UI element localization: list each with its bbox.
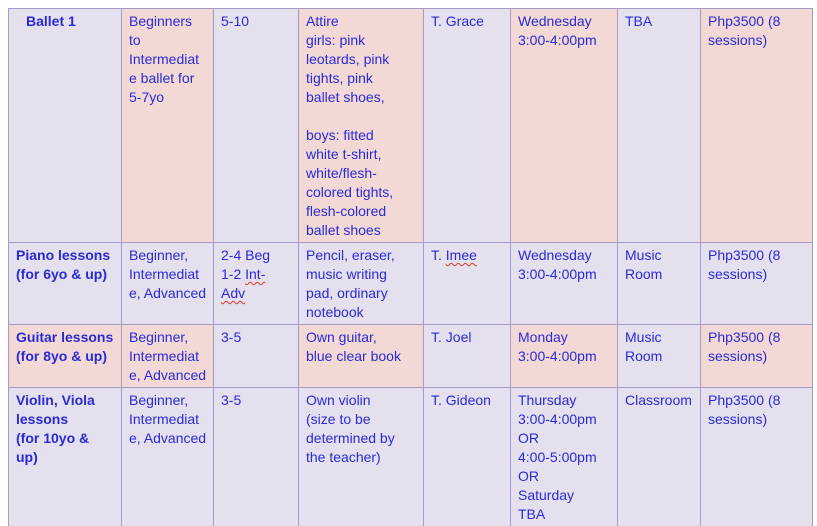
cell-guitar-schedule[interactable]: Monday 3:00-4:00pm (510, 324, 618, 388)
cell-piano-class[interactable]: Piano lessons (for 6yo & up) (8, 242, 122, 325)
cell-piano-size[interactable]: 2-4 Beg 1-2 Int- Adv (213, 242, 299, 325)
cell-violin-viola-size[interactable]: 3-5 (213, 387, 299, 526)
cell-violin-viola-venue[interactable]: Classroom (617, 387, 701, 526)
cell-piano-schedule[interactable]: Wednesday 3:00-4:00pm (510, 242, 618, 325)
table-row-guitar: Guitar lessons (for 8yo & up) Beginner, Int… (8, 324, 813, 388)
table-row-ballet: Ballet 1 Beginners to Intermediat e ballet f… (8, 8, 813, 243)
cell-violin-viola-schedule[interactable]: Thursday 3:00-4:00pm OR 4:00-5:00pm OR Saturd… (510, 387, 618, 526)
cell-ballet-level[interactable]: Beginners to Intermediat e ballet for 5-7yo (121, 8, 214, 243)
cell-ballet-materials[interactable]: Attire girls: pink leotards, pink tights, p… (298, 8, 424, 243)
cell-ballet-class[interactable]: Ballet 1 (8, 8, 122, 243)
cell-ballet-venue[interactable]: TBA (617, 8, 701, 243)
cell-guitar-teacher[interactable]: T. Joel (423, 324, 511, 388)
cell-guitar-size[interactable]: 3-5 (213, 324, 299, 388)
cell-guitar-level[interactable]: Beginner, Intermediat e, Advanced (121, 324, 214, 388)
cell-guitar-venue[interactable]: Music Room (617, 324, 701, 388)
cell-violin-viola-fee[interactable]: Php3500 (8 sessions) (700, 387, 813, 526)
table-row-piano: Piano lessons (for 6yo & up) Beginner, Inte… (8, 242, 813, 325)
cell-piano-fee[interactable]: Php3500 (8 sessions) (700, 242, 813, 325)
cell-ballet-size[interactable]: 5-10 (213, 8, 299, 243)
cell-violin-viola-teacher[interactable]: T. Gideon (423, 387, 511, 526)
cell-guitar-class[interactable]: Guitar lessons (for 8yo & up) (8, 324, 122, 388)
misspelled-word: Imee (445, 247, 477, 263)
cell-guitar-fee[interactable]: Php3500 (8 sessions) (700, 324, 813, 388)
cell-ballet-schedule[interactable]: Wednesday 3:00-4:00pm (510, 8, 618, 243)
cell-piano-teacher[interactable]: T. Imee (423, 242, 511, 325)
cell-guitar-materials[interactable]: Own guitar, blue clear book (298, 324, 424, 388)
table-row-violin-viola: Violin, Viola lessons (for 10yo & up) Beginn… (8, 387, 813, 526)
cell-piano-level[interactable]: Beginner, Intermediat e, Advanced (121, 242, 214, 325)
cell-violin-viola-level[interactable]: Beginner, Intermediat e, Advanced (121, 387, 214, 526)
misspelled-word: Int- (245, 266, 266, 282)
schedule-table-body: Ballet 1 Beginners to Intermediat e ballet f… (8, 8, 813, 526)
cell-violin-viola-materials[interactable]: Own violin (size to be determined by the te… (298, 387, 424, 526)
misspelled-word: Adv (221, 285, 246, 301)
cell-ballet-fee[interactable]: Php3500 (8 sessions) (700, 8, 813, 243)
lessons-schedule-table: Ballet 1 Beginners to Intermediat e ballet f… (8, 8, 813, 526)
cell-piano-materials[interactable]: Pencil, eraser, music writing pad, ordinar… (298, 242, 424, 325)
cell-piano-venue[interactable]: Music Room (617, 242, 701, 325)
cell-violin-viola-class[interactable]: Violin, Viola lessons (for 10yo & up) (8, 387, 122, 526)
cell-ballet-teacher[interactable]: T. Grace (423, 8, 511, 243)
